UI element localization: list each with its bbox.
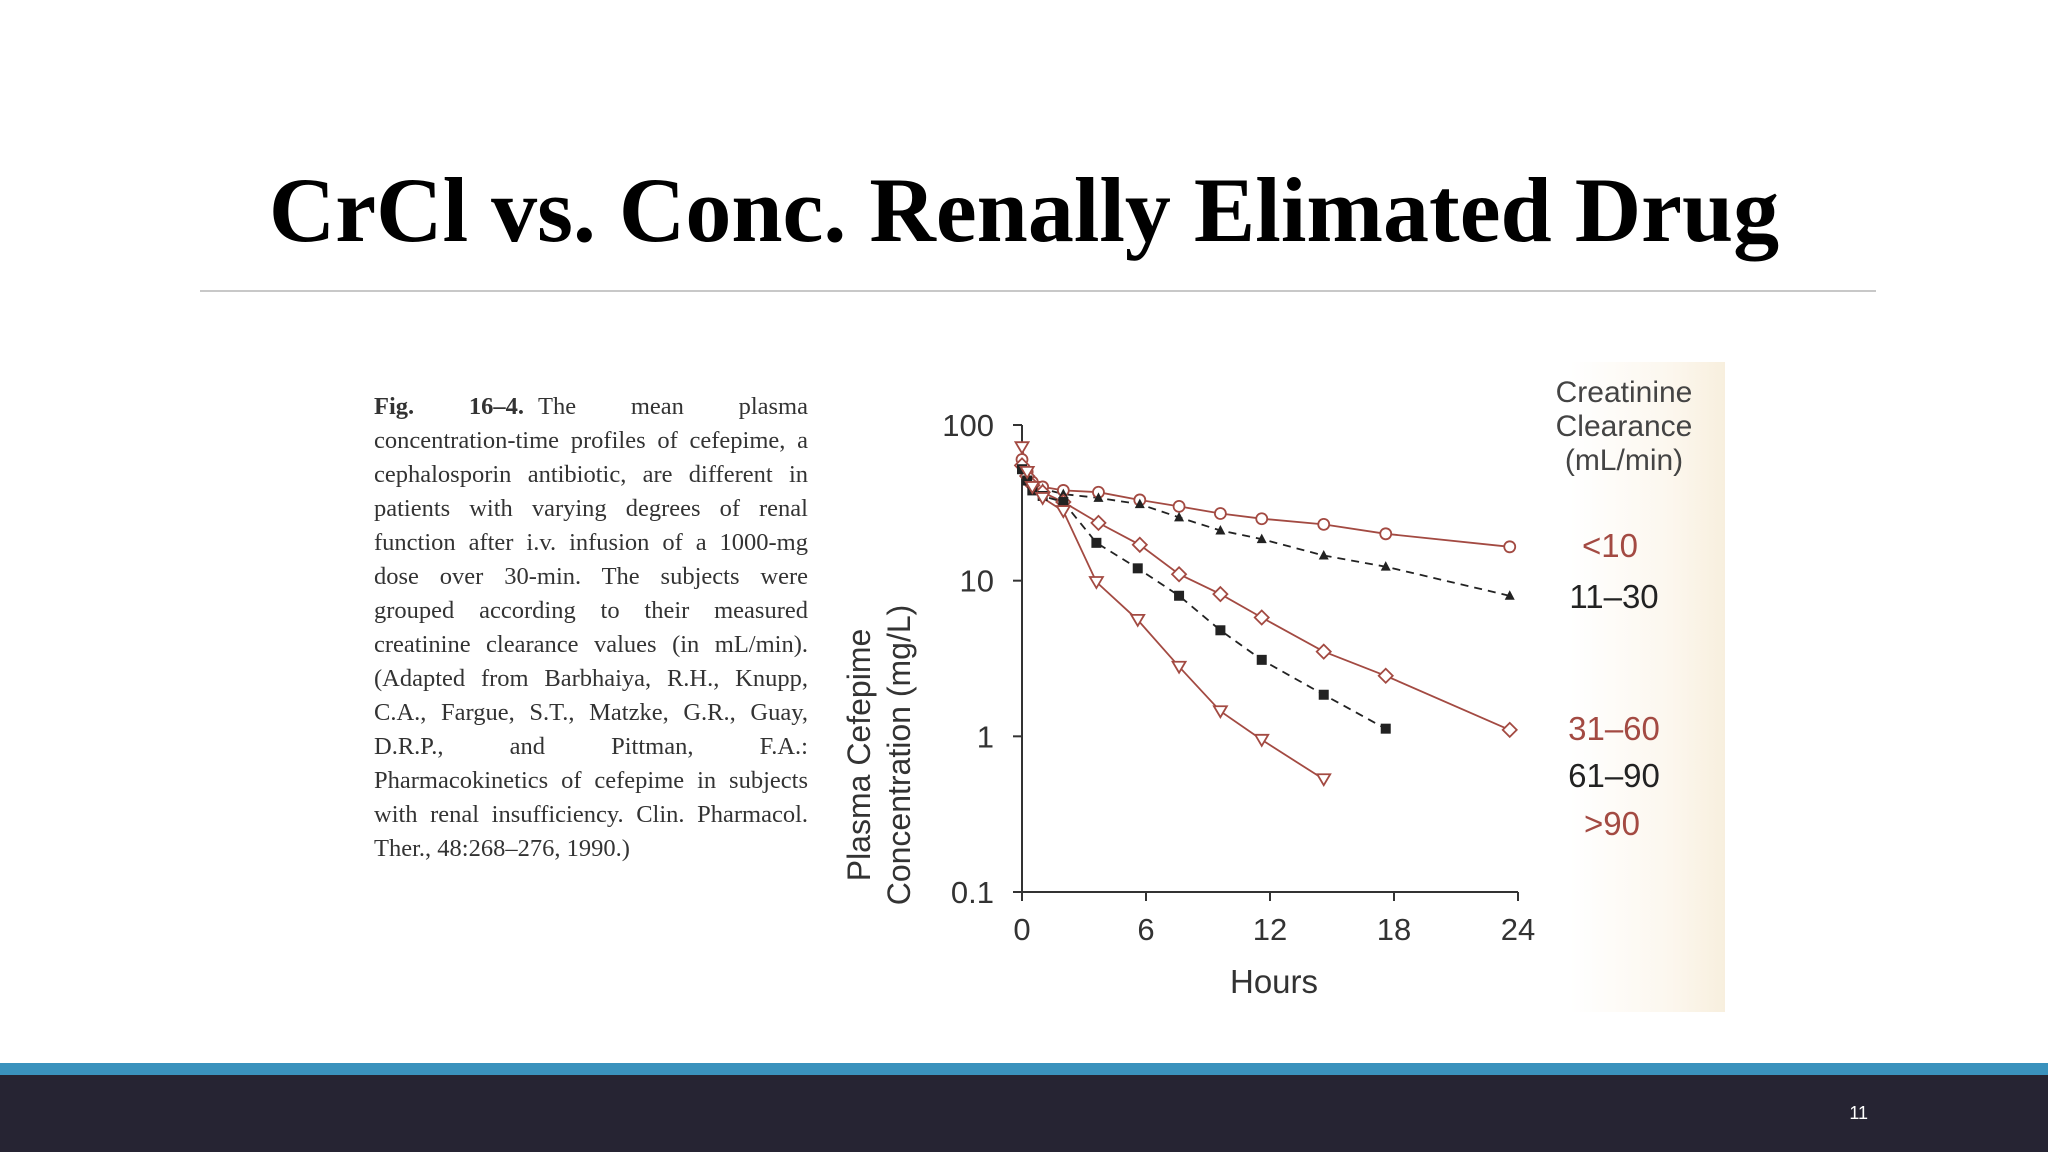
data-point-triangle-down [1034,492,1051,506]
data-point-circle [1255,512,1269,526]
data-point-triangle [1058,488,1069,499]
legend-entry: >90 [1584,805,1640,842]
data-point-diamond [1253,609,1271,626]
y-axis-label-line2: Concentration (mg/L) [881,605,917,906]
chart-image-panel [950,362,1725,1012]
figure-caption: Fig. 16–4. The mean plasma concentration-… [374,390,808,866]
legend: <10 11–30 31–60 61–90 >90 [1568,527,1660,842]
figure-caption-label: Fig. 16–4. [374,393,524,420]
data-point-triangle [1380,561,1391,571]
x-tick-label: 12 [1253,912,1287,947]
data-point-triangle-down [1055,505,1072,519]
legend-title-line1: Creatinine [1556,376,1693,409]
footer-bar [0,1075,2048,1152]
x-tick-label: 6 [1137,912,1154,947]
data-point-triangle [1504,590,1515,600]
data-point-triangle-down [1129,613,1146,628]
data-point-square [1022,475,1033,486]
title-divider [200,290,1876,292]
data-point-circle [1172,499,1186,513]
chart-axes: 0 6 12 18 24 0.1 1 10 100 [942,408,1535,947]
data-point-triangle-down [1212,705,1229,719]
data-point-triangle [1093,492,1104,502]
data-point-circle [1317,517,1331,531]
data-point-triangle [1134,498,1145,509]
data-point-triangle-down [1088,576,1105,590]
legend-title-line3: (mL/min) [1565,444,1683,477]
slide-number: 11 [1849,1103,1868,1123]
legend-entry: 61–90 [1568,757,1660,794]
data-point-triangle-down [1170,660,1188,675]
data-point-diamond [1212,585,1229,603]
y-axis-label-line1: Plasma Cefepime [841,629,877,882]
data-point-triangle-down [1019,465,1036,480]
data-point-triangle [1215,525,1226,535]
data-point-circle [1379,527,1393,541]
slide-title: CrCl vs. Conc. Renally Elimated Drug [268,159,1780,261]
legend-entry: <10 [1582,527,1638,564]
data-point-triangle-down [1024,481,1041,495]
y-tick-label: 100 [942,408,994,443]
data-point-square [1318,689,1329,700]
data-point-triangle [1318,550,1329,560]
y-tick-label: 10 [960,564,994,599]
series-line [1021,465,1511,731]
legend-entry: 11–30 [1569,578,1658,615]
data-point-triangle-down [1315,773,1332,788]
legend-title-line2: Clearance [1556,410,1693,443]
data-point-triangle [1174,511,1185,522]
data-point-square [1215,625,1226,636]
data-point-diamond [1090,514,1107,532]
x-axis-label: Hours [1230,963,1318,1000]
data-point-square [1380,723,1391,734]
series-line [1021,468,1387,730]
data-point-triangle-down [1253,733,1270,748]
data-point-square [1174,590,1185,601]
data-point-circle [1214,507,1227,520]
chart-series-markers [1013,441,1519,788]
data-point-square [1132,563,1143,574]
legend-title: Creatinine Clearance (mL/min) [1556,376,1693,477]
data-point-diamond [1377,667,1395,685]
legend-entry: 31–60 [1568,710,1660,747]
data-point-square [1091,537,1102,548]
data-point-triangle [1256,533,1267,544]
data-point-circle [1503,540,1517,554]
data-point-square [1256,654,1267,665]
data-point-square [1058,497,1069,508]
data-point-diamond [1131,536,1149,554]
data-point-diamond [1501,721,1519,739]
footer-accent-stripe [0,1063,2048,1075]
series-line [1021,459,1510,548]
y-tick-label: 1 [977,719,994,754]
y-tick-label: 0.1 [951,875,994,910]
data-point-triangle-down [1013,441,1031,455]
data-point-diamond [1315,643,1333,660]
x-tick-label: 18 [1377,912,1411,947]
x-tick-label: 0 [1013,912,1030,947]
figure-caption-text: The mean plasma concentration-time profi… [374,393,808,862]
x-tick-label: 24 [1501,912,1535,947]
data-point-diamond [1170,565,1188,583]
